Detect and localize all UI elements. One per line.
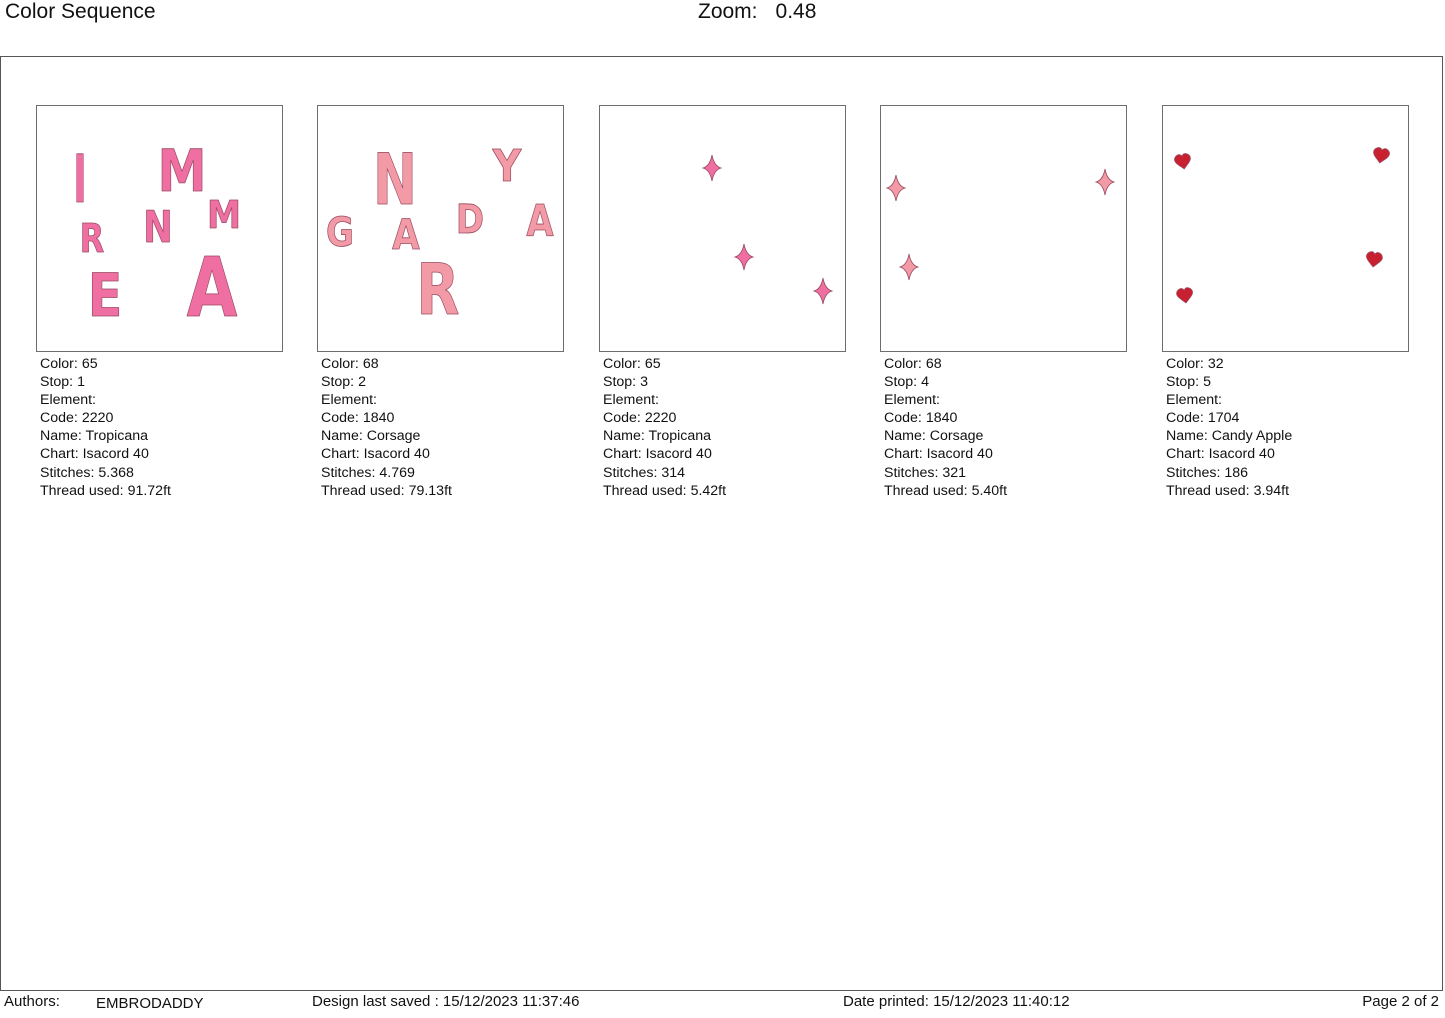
- info-thread-used: Thread used: 5.42ft: [603, 482, 727, 499]
- footer-design-saved: Design last saved : 15/12/2023 11:37:46: [312, 993, 579, 1010]
- sparkle-icon: [1094, 168, 1116, 196]
- info-color: Color: 68: [884, 356, 942, 372]
- info-stitches: Stitches: 4.769: [321, 464, 415, 481]
- preview-letter: A: [392, 211, 420, 259]
- sparkle-icon: [885, 174, 907, 202]
- heart-preview-5: [1174, 147, 1390, 304]
- footer-authors-label: Authors:: [4, 993, 60, 1010]
- info-stitches: Stitches: 186: [1166, 464, 1249, 481]
- zoom-readout: Zoom: 0.48: [698, 0, 816, 24]
- info-code: Code: 2220: [603, 410, 677, 427]
- zoom-label: Zoom:: [698, 0, 758, 23]
- sparkle-preview-4: [885, 168, 1116, 281]
- info-chart: Chart: Isacord 40: [321, 446, 430, 463]
- info-element: Element:: [40, 392, 96, 409]
- heart-icon: [1366, 251, 1383, 268]
- info-stop: Stop: 4: [884, 374, 929, 391]
- sparkle-preview-3: [701, 154, 834, 305]
- color-stop-info-5: Color: 32 Stop: 5 Element: Code: 1704 Na…: [1162, 355, 1409, 500]
- preview-letter: M: [157, 137, 206, 205]
- sparkle-icon: [812, 277, 834, 305]
- color-stop-card-5: Color: 32 Stop: 5 Element: Code: 1704 Na…: [1162, 105, 1409, 500]
- saved-value: 15/12/2023 11:37:46: [442, 993, 580, 1010]
- info-color: Color: 65: [603, 356, 661, 372]
- info-code: Code: 1840: [321, 410, 395, 427]
- preview-letter: A: [526, 196, 553, 247]
- info-stop: Stop: 1: [40, 374, 85, 391]
- printed-value: 15/12/2023 11:40:12: [933, 993, 1070, 1010]
- heart-icon: [1176, 287, 1193, 304]
- stitch-preview-1: I M R N M E A: [36, 105, 283, 352]
- stitch-preview-5: [1162, 105, 1409, 352]
- color-stop-info-4: Color: 68 Stop: 4 Element: Code: 1840 Na…: [880, 355, 1127, 500]
- color-stop-card-3: Color: 65 Stop: 3 Element: Code: 2220 Na…: [599, 105, 846, 500]
- info-name: Name: Corsage: [884, 428, 984, 445]
- color-stop-card-4: Color: 68 Stop: 4 Element: Code: 1840 Na…: [880, 105, 1127, 500]
- info-thread-used: Thread used: 79.13ft: [321, 482, 452, 499]
- preview-letter: G: [326, 209, 354, 255]
- stitch-preview-3: [599, 105, 846, 352]
- info-chart: Chart: Isacord 40: [1166, 446, 1275, 463]
- info-chart: Chart: Isacord 40: [884, 446, 993, 463]
- lettering-preview-1: I M R N M E A: [73, 137, 241, 336]
- stitch-preview-2: N Y G A D A R: [317, 105, 564, 352]
- info-color: Color: 65: [40, 356, 98, 372]
- heart-icon: [1373, 147, 1390, 164]
- info-chart: Chart: Isacord 40: [603, 446, 712, 463]
- footer-page-number: Page 2 of 2: [1362, 993, 1439, 1010]
- footer-date-printed: Date printed: 15/12/2023 11:40:12: [843, 993, 1070, 1010]
- info-element: Element:: [1166, 392, 1222, 409]
- preview-letter: N: [143, 202, 172, 253]
- info-chart: Chart: Isacord 40: [40, 446, 149, 463]
- preview-letter: D: [456, 196, 484, 242]
- info-thread-used: Thread used: 91.72ft: [40, 482, 171, 499]
- footer-authors-value: EMBRODADDY: [96, 995, 204, 1012]
- lettering-preview-2: N Y G A D A R: [326, 139, 554, 331]
- info-code: Code: 1840: [884, 410, 958, 427]
- zoom-value: 0.48: [775, 0, 817, 23]
- info-element: Element:: [603, 392, 659, 409]
- sparkle-icon: [733, 243, 755, 271]
- sparkle-icon: [898, 253, 920, 281]
- info-color: Color: 32: [1166, 356, 1224, 372]
- info-stitches: Stitches: 321: [884, 464, 967, 481]
- info-color: Color: 68: [321, 356, 379, 372]
- color-stop-info-1: Color: 65 Stop: 1 Element: Code: 2220 Na…: [36, 355, 283, 500]
- page-frame: [0, 56, 1443, 991]
- color-stop-info-2: Color: 68 Stop: 2 Element: Code: 1840 Na…: [317, 355, 564, 500]
- preview-letter: R: [80, 214, 105, 261]
- preview-letter: R: [416, 249, 459, 331]
- info-name: Name: Tropicana: [603, 428, 712, 445]
- printed-label: Date printed:: [843, 993, 929, 1010]
- preview-letter: A: [187, 240, 238, 336]
- info-stop: Stop: 2: [321, 374, 366, 391]
- info-thread-used: Thread used: 5.40ft: [884, 482, 1008, 499]
- color-stop-card-2: N Y G A D A R Color: 68 Stop: 2 Element:…: [317, 105, 564, 500]
- info-stop: Stop: 3: [603, 374, 648, 391]
- stitch-preview-4: [880, 105, 1127, 352]
- info-element: Element:: [884, 392, 940, 409]
- info-stitches: Stitches: 5.368: [40, 464, 134, 481]
- info-element: Element:: [321, 392, 377, 409]
- heart-icon: [1174, 153, 1191, 170]
- sparkle-icon: [701, 154, 723, 182]
- color-stop-card-1: I M R N M E A Color: 65 Stop: 1 Element:…: [36, 105, 283, 500]
- info-code: Code: 2220: [40, 410, 114, 427]
- preview-letter: E: [88, 261, 123, 331]
- info-name: Name: Corsage: [321, 428, 421, 445]
- color-stop-info-3: Color: 65 Stop: 3 Element: Code: 2220 Na…: [599, 355, 846, 500]
- info-stitches: Stitches: 314: [603, 464, 686, 481]
- preview-letter: N: [373, 140, 417, 221]
- info-name: Name: Tropicana: [40, 428, 149, 445]
- preview-letter: Y: [492, 140, 522, 192]
- info-thread-used: Thread used: 3.94ft: [1166, 482, 1290, 499]
- info-name: Name: Candy Apple: [1166, 428, 1293, 445]
- info-stop: Stop: 5: [1166, 374, 1211, 391]
- preview-letter: I: [73, 141, 87, 218]
- info-code: Code: 1704: [1166, 410, 1240, 427]
- page-title: Color Sequence: [5, 0, 156, 23]
- saved-label: Design last saved :: [312, 993, 439, 1010]
- preview-letter: M: [207, 192, 241, 237]
